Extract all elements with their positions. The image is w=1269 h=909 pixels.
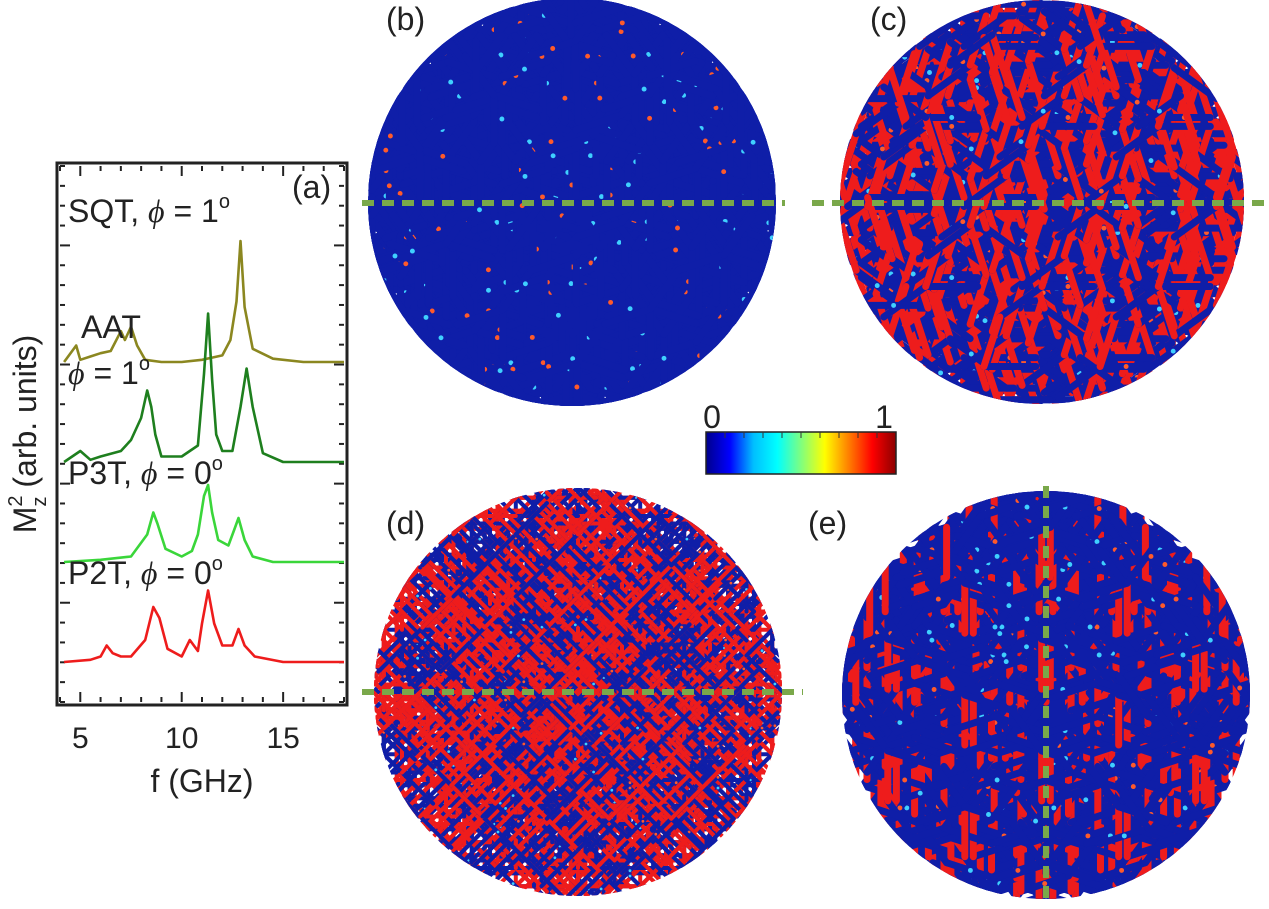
lattice-hotspot (494, 335, 500, 341)
panel-a-xtick-labels: 5 10 15 (72, 722, 300, 755)
lattice-hotspot (568, 281, 574, 287)
lattice-hotspot (721, 169, 727, 175)
lattice-hotspot (499, 116, 505, 122)
series-label-sqt: SQT, ϕ = 1o (68, 191, 230, 229)
lattice-hotspot (368, 158, 371, 163)
lattice-c-edges (840, 0, 1244, 414)
lattice-hotspot (486, 287, 491, 293)
lattice-hotspot (477, 207, 482, 213)
lattice-hotspot (522, 281, 528, 287)
lattice-hotspot (383, 147, 389, 153)
lattice-hotspot (661, 355, 667, 361)
lattice-hotspot (773, 156, 776, 162)
spectrum-line-2 (64, 483, 344, 564)
lattice-hotspot (588, 153, 593, 159)
lattice-hotspot (769, 235, 775, 241)
lattice-hotspot (403, 261, 409, 267)
lattice-hotspot (440, 153, 446, 159)
lattice-hotspot (1030, 409, 1035, 414)
lattice-hotspot (759, 113, 765, 118)
x-tick-label: 5 (72, 722, 89, 755)
lattice-hotspot (497, 368, 503, 374)
lattice-hotspot (548, 139, 554, 145)
y-axis-label: M2 z (arb. units) (5, 335, 51, 534)
lattice-hotspot (673, 247, 679, 253)
lattice-hotspot (529, 334, 535, 340)
series-label-p3t: P3T, ϕ = 0o (68, 453, 223, 491)
panel-a-axes-frame (55, 161, 349, 707)
lattice-hotspot (599, 194, 604, 200)
lattice-hotspot (630, 53, 636, 59)
lattice-hotspot (555, 312, 561, 318)
x-tick-label: 10 (165, 722, 198, 755)
lattice-hotspot (562, 95, 568, 101)
lattice-hotspot (540, 194, 545, 200)
spectrum-line-1 (63, 312, 344, 464)
panel-a-ticks (59, 165, 345, 703)
panel-c-lattice: (c) (812, 0, 1265, 414)
lattice-hotspot (924, 24, 930, 30)
x-tick-label: 15 (266, 722, 299, 755)
lattice-hotspot (625, 182, 631, 188)
lattice-hotspot (522, 66, 527, 72)
series-label-p2t: P2T, ϕ = 0o (68, 553, 223, 591)
panel-b-label: (b) (386, 1, 425, 37)
lattice-hotspot (647, 115, 653, 121)
lattice-hotspot (619, 20, 625, 26)
lattice-hotspot (522, 173, 528, 179)
panel-b-lattice: (b) (362, 0, 785, 406)
lattice-hotspot (550, 46, 556, 51)
lattice-hotspot (409, 248, 415, 254)
lattice-hotspot (448, 79, 454, 85)
lattice-hotspot (392, 253, 398, 259)
lattice-hotspot (397, 321, 403, 327)
spectrum-line-3 (63, 589, 344, 664)
lattice-hotspot (379, 114, 385, 120)
lattice-b-edges (368, 0, 776, 406)
x-axis-label: f (GHz) (150, 763, 253, 799)
lattice-hotspot (585, 53, 591, 59)
panel-a-label: (a) (292, 169, 331, 205)
lattice-hotspot (641, 86, 647, 92)
lattice-hotspot (386, 183, 392, 189)
lattice-hotspot (675, 225, 680, 231)
panel-a-series (63, 239, 344, 664)
lattice-hotspot (608, 299, 614, 305)
lattice-hotspot (1170, 363, 1176, 369)
lattice-hotspot (540, 360, 546, 366)
lattice-hotspot (737, 72, 743, 78)
lattice-hotspot (485, 267, 491, 273)
series-label-aat-phi: ϕ = 1o (68, 353, 150, 391)
lattice-hotspot (550, 153, 556, 159)
lattice-hotspot (750, 139, 756, 145)
panel-a-spectrum: 5 10 15 (a) f (GHz) M2 z (arb. units) SQT, … (5, 161, 349, 799)
lattice-hotspot (924, 374, 930, 380)
spectrum-line-0 (63, 239, 344, 364)
lattice-hotspot (574, 384, 580, 390)
lattice-hotspot (387, 133, 393, 139)
lattice-hotspot (423, 314, 429, 320)
lattice-hotspot (597, 95, 603, 101)
series-label-aat: AAT (81, 309, 141, 345)
lattice-hotspot (438, 335, 444, 341)
lattice-hotspot (627, 306, 633, 312)
